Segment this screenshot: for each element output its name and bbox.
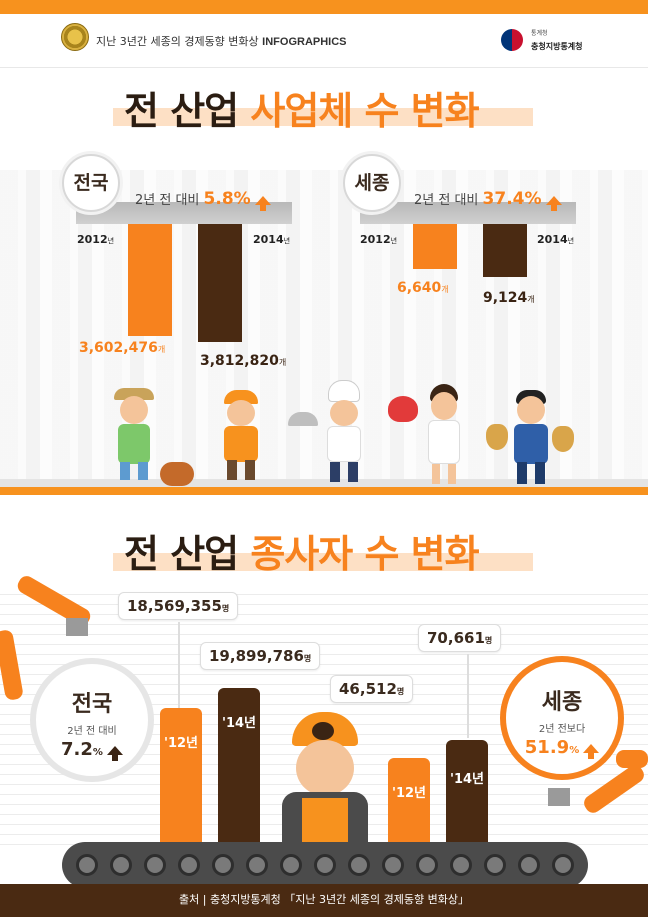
sejong-employee-2012-bar xyxy=(388,758,430,844)
national-strip xyxy=(76,202,292,224)
farmer-figure-icon xyxy=(110,388,158,480)
conveyor-roller-icon xyxy=(144,854,166,876)
doctor-figure-icon xyxy=(424,384,464,484)
national-2014-value: 3,812,820개 xyxy=(200,353,287,369)
robot-arm-right-segment xyxy=(616,750,648,768)
up-arrow-icon xyxy=(545,196,562,211)
conveyor-roller-icon xyxy=(348,854,370,876)
footer-source: 출처 | 충청지방통계청 「지난 3년간 세종의 경제동향 변화상」 xyxy=(0,884,648,917)
sejong-employee-2014-bar xyxy=(446,740,488,844)
up-arrow-icon xyxy=(254,196,271,211)
agency-small-label: 통계청 xyxy=(531,30,548,37)
up-arrow-icon xyxy=(583,743,600,759)
sejong-year2: 2014년 xyxy=(537,233,575,246)
sejong-stat-label: 세종 xyxy=(541,690,583,715)
national-employee-2012-bar xyxy=(160,708,202,844)
national-bar1-label: '12년 xyxy=(163,736,199,751)
title-highlight xyxy=(113,553,533,571)
national-2012-bar xyxy=(128,224,172,336)
conveyor-roller-icon xyxy=(280,854,302,876)
title-highlight xyxy=(113,108,533,126)
top-accent-bar xyxy=(0,0,648,14)
sejong-bar1-label: '12년 xyxy=(391,786,427,801)
agency-name: 충청지방통계청 xyxy=(531,42,583,51)
conveyor-roller-icon xyxy=(484,854,506,876)
sejong-2014-bar xyxy=(483,224,527,277)
construction-worker-icon xyxy=(218,390,264,480)
money-bag-icon xyxy=(486,424,508,450)
national-year1: 2012년 xyxy=(77,233,115,246)
sejong-stat-compare: 2년 전보다 xyxy=(538,724,586,735)
national-2012-value: 3,602,476개 xyxy=(79,340,166,356)
conveyor-roller-icon xyxy=(416,854,438,876)
national-stat-label: 전국 xyxy=(71,692,113,717)
chef-figure-icon xyxy=(322,380,366,484)
conveyor-roller-icon xyxy=(110,854,132,876)
sejong-bubble: 세종 xyxy=(343,154,401,212)
statistics-korea-logo-icon xyxy=(501,29,523,51)
sejong-2014-value: 9,124개 xyxy=(483,290,535,306)
robot-claw-right-icon xyxy=(548,788,570,806)
callout-line xyxy=(467,654,469,738)
businessman-figure-icon xyxy=(508,390,554,486)
conveyor-roller-icon xyxy=(552,854,574,876)
national-employee-stat: 전국 2년 전 대비 7.2% xyxy=(30,658,154,782)
section1-title: 전 산업 사업체 수 변화 xyxy=(124,89,480,133)
national-stat-rate: 7.2% xyxy=(36,739,148,761)
national-bar2-label: '14년 xyxy=(221,716,257,731)
header-series-text: 지난 3년간 세종의 경제동향 변화상 INFOGRAPHICS xyxy=(96,35,347,48)
ground-shadow xyxy=(0,479,648,487)
heart-icon xyxy=(388,396,418,422)
national-2014-callout: 19,899,786명 xyxy=(200,642,321,670)
sejong-stat-rate: 51.9% xyxy=(506,737,618,759)
sejong-business-compare: 2년 전 대비 37.4% xyxy=(414,189,562,211)
national-year2: 2014년 xyxy=(253,233,291,246)
national-bubble: 전국 xyxy=(62,154,120,212)
ground-line xyxy=(0,487,648,495)
conveyor-roller-icon xyxy=(314,854,336,876)
conveyor-roller-icon xyxy=(450,854,472,876)
conveyor-roller-icon xyxy=(212,854,234,876)
conveyor-roller-icon xyxy=(76,854,98,876)
sejong-2012-callout: 46,512명 xyxy=(330,675,414,703)
sejong-2012-bar xyxy=(413,224,457,269)
conveyor-roller-icon xyxy=(382,854,404,876)
money-bag-icon xyxy=(552,426,574,452)
national-2014-bar xyxy=(198,224,242,342)
conveyor-roller-icon xyxy=(518,854,540,876)
header xyxy=(0,14,648,68)
robot-claw-left-icon xyxy=(66,618,88,636)
sejong-2014-callout: 70,661명 xyxy=(418,624,502,652)
callout-line xyxy=(178,622,180,708)
national-2012-callout: 18,569,355명 xyxy=(118,592,239,620)
sejong-2012-value: 6,640개 xyxy=(397,280,449,296)
factory-worker-icon xyxy=(282,712,368,844)
national-business-compare: 2년 전 대비 5.8% xyxy=(135,189,271,211)
food-cloche-icon xyxy=(288,412,318,426)
sejong-seal-icon xyxy=(61,23,89,51)
national-stat-compare: 2년 전 대비 xyxy=(67,726,117,737)
conveyor-roller-icon xyxy=(178,854,200,876)
conveyor-roller-icon xyxy=(246,854,268,876)
sejong-bar2-label: '14년 xyxy=(449,772,485,787)
sejong-strip xyxy=(360,202,576,224)
up-arrow-icon xyxy=(106,745,123,761)
section2-title: 전 산업 종사자 수 변화 xyxy=(124,532,480,576)
sejong-employee-stat: 세종 2년 전보다 51.9% xyxy=(500,656,624,780)
sejong-year1: 2012년 xyxy=(360,233,398,246)
log-icon xyxy=(160,462,194,486)
national-employee-2014-bar xyxy=(218,688,260,844)
